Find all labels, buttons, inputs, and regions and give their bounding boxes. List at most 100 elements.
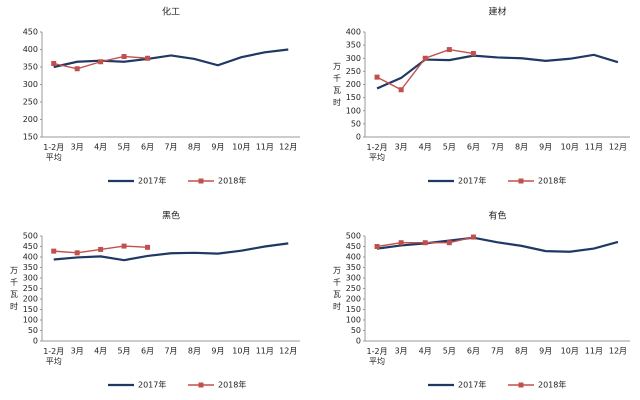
y-tick-label: 250 — [346, 67, 361, 76]
y-tick-label: 350 — [346, 41, 361, 50]
y-tick-label: 50 — [28, 326, 38, 335]
y-tick-label: 400 — [346, 253, 361, 262]
marker — [145, 55, 151, 61]
y-axis-label: 万 — [10, 266, 18, 275]
x-tick-label: 7月 — [491, 143, 504, 152]
marker — [121, 54, 127, 59]
legend-marker — [198, 178, 204, 184]
y-tick-label: 400 — [23, 45, 38, 54]
line — [376, 48, 474, 91]
x-tick-label: 5月 — [118, 347, 131, 356]
y-tick-label: 450 — [346, 242, 361, 251]
marker — [98, 59, 104, 65]
y-axis-label: 时 — [333, 301, 341, 311]
y-tick-label: 350 — [346, 263, 361, 272]
legend-label: 2017年 — [458, 380, 486, 390]
x-tick-label: 11月 — [256, 143, 274, 152]
x-tick-label: 1-2月平均 — [367, 347, 388, 366]
marker — [51, 248, 57, 254]
x-tick-label: 1-2月平均 — [43, 347, 64, 366]
y-tick-label: 300 — [346, 274, 361, 283]
marker — [74, 250, 80, 256]
marker — [398, 87, 404, 93]
chart-title: 有色 — [488, 210, 506, 222]
marker — [374, 74, 380, 80]
x-tick-label: 8月 — [188, 143, 201, 152]
legend-label: 2017年 — [138, 380, 166, 390]
x-tick-label: 9月 — [211, 347, 224, 356]
x-tick-label: 5月 — [443, 143, 456, 152]
line — [376, 53, 619, 90]
x-tick-label: 4月 — [94, 143, 107, 152]
x-tick-label: 4月 — [94, 347, 107, 356]
y-tick-label: 100 — [346, 316, 361, 325]
y-axis-label: 千 — [333, 73, 341, 83]
marker — [422, 55, 428, 61]
legend-label: 2018年 — [538, 380, 566, 390]
marker — [446, 240, 452, 246]
y-tick-label: 250 — [346, 284, 361, 293]
marker — [446, 47, 452, 53]
legend-label: 2018年 — [538, 176, 566, 186]
y-tick-label: 350 — [23, 63, 38, 72]
marker — [374, 244, 380, 249]
x-tick-label: 10月 — [232, 347, 250, 356]
y-axis-label: 千 — [10, 277, 18, 287]
y-tick-label: 300 — [346, 54, 361, 63]
x-tick-label: 10月 — [561, 347, 579, 356]
x-tick-label: 10月 — [232, 143, 250, 152]
legend-marker — [518, 382, 524, 388]
y-axis-label: 瓦 — [333, 86, 341, 95]
y-tick-label: 200 — [23, 115, 38, 124]
legend-label: 2017年 — [138, 176, 166, 186]
y-tick-label: 400 — [346, 28, 361, 37]
legend-marker — [518, 178, 524, 184]
y-tick-label: 350 — [23, 263, 38, 272]
y-tick-label: 100 — [346, 106, 361, 115]
x-tick-label: 12月 — [279, 347, 297, 356]
x-tick-label: 7月 — [164, 143, 177, 152]
y-tick-label: 300 — [23, 80, 38, 89]
y-tick-label: 450 — [23, 28, 38, 37]
x-tick-label: 1-2月平均 — [367, 143, 388, 162]
x-tick-label: 12月 — [609, 347, 627, 356]
y-tick-label: 150 — [346, 305, 361, 314]
y-tick-label: 250 — [23, 98, 38, 107]
y-axis-label: 千 — [333, 277, 341, 287]
x-tick-label: 3月 — [71, 347, 84, 356]
line — [376, 236, 619, 253]
x-tick-label: 3月 — [395, 347, 408, 356]
marker — [422, 240, 428, 246]
x-tick-label: 1-2月平均 — [43, 143, 64, 162]
x-tick-label: 9月 — [539, 347, 552, 356]
y-tick-label: 250 — [23, 284, 38, 293]
x-tick-label: 6月 — [141, 347, 154, 356]
x-tick-label: 8月 — [515, 347, 528, 356]
y-tick-label: 50 — [351, 119, 361, 128]
y-tick-label: 200 — [23, 295, 38, 304]
x-tick-label: 4月 — [419, 143, 432, 152]
x-tick-label: 12月 — [609, 143, 627, 152]
x-tick-label: 9月 — [539, 143, 552, 152]
marker — [98, 246, 104, 252]
y-tick-label: 450 — [23, 242, 38, 251]
x-tick-label: 7月 — [164, 347, 177, 356]
x-tick-label: 11月 — [256, 347, 274, 356]
marker — [470, 51, 476, 57]
y-axis-label: 万 — [333, 266, 341, 275]
x-tick-label: 6月 — [467, 143, 480, 152]
y-tick-label: 0 — [33, 337, 38, 346]
y-tick-label: 400 — [23, 253, 38, 262]
x-tick-label: 6月 — [467, 347, 480, 356]
chart-title: 化工 — [162, 6, 180, 18]
y-tick-label: 150 — [346, 93, 361, 102]
marker — [51, 61, 57, 66]
line — [53, 242, 289, 262]
legend-label: 2018年 — [218, 380, 246, 390]
y-axis-label: 瓦 — [333, 290, 341, 299]
y-tick-label: 500 — [23, 232, 38, 241]
y-tick-label: 0 — [356, 337, 361, 346]
x-tick-label: 6月 — [141, 143, 154, 152]
legend-marker — [198, 382, 204, 388]
